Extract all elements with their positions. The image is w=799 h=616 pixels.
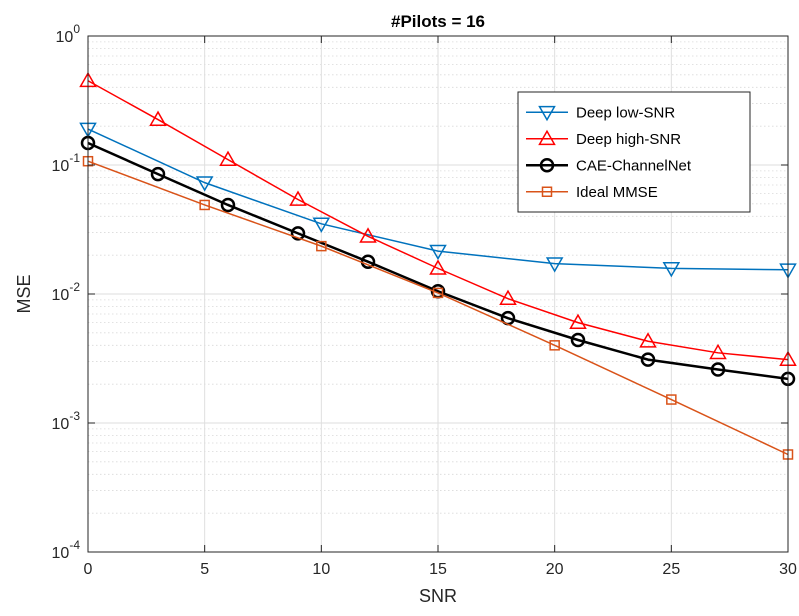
x-tick-label: 20 — [546, 561, 564, 578]
y-tick-labels: 10-4 10-3 10-2 10-1 100 — [52, 22, 81, 562]
y-tick-label: 100 — [56, 22, 81, 46]
y-tick-label: 10-4 — [52, 538, 81, 562]
x-tick-label: 15 — [429, 561, 447, 578]
legend-label: CAE-ChannelNet — [576, 157, 692, 174]
x-axis-title: SNR — [419, 586, 457, 606]
data-point-deep-high-snr — [571, 315, 586, 328]
y-tick-label: 10-1 — [52, 151, 81, 175]
y-axis-title: MSE — [14, 274, 34, 313]
x-tick-label: 30 — [779, 561, 797, 578]
x-tick-label: 0 — [84, 561, 93, 578]
x-tick-label: 5 — [200, 561, 209, 578]
legend-label: Deep high-SNR — [576, 131, 681, 148]
x-tick-labels: 0 5 10 15 20 25 30 — [84, 561, 797, 578]
x-tick-label: 10 — [312, 561, 330, 578]
data-point-deep-high-snr — [501, 291, 516, 304]
chart-title: #Pilots = 16 — [391, 12, 485, 31]
legend-label: Deep low-SNR — [576, 104, 675, 121]
legend: Deep low-SNR Deep high-SNR CAE-ChannelNet I… — [518, 92, 750, 212]
y-tick-label: 10-2 — [52, 280, 81, 304]
legend-label: Ideal MMSE — [576, 184, 658, 201]
y-tick-label: 10-3 — [52, 409, 81, 433]
legend-item-deep-low-snr: Deep low-SNR — [526, 104, 675, 121]
x-tick-label: 25 — [662, 561, 680, 578]
